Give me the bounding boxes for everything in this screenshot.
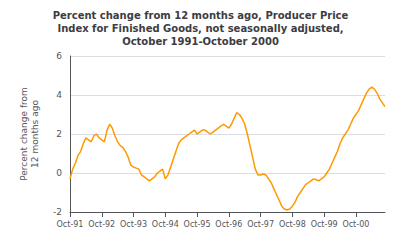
svg-text:4: 4 — [56, 90, 62, 100]
svg-text:12 months ago: 12 months ago — [30, 100, 40, 168]
svg-text:Oct-96: Oct-96 — [215, 220, 242, 229]
svg-text:Percent change from 12 months: Percent change from 12 months ago, Produ… — [53, 10, 349, 21]
svg-text:-2: -2 — [53, 207, 62, 217]
svg-text:Index for Finished Goods, not: Index for Finished Goods, not seasonally… — [57, 23, 343, 34]
svg-text:Oct-91: Oct-91 — [57, 220, 84, 229]
svg-text:2: 2 — [56, 129, 62, 139]
svg-text:Oct-97: Oct-97 — [247, 220, 274, 229]
svg-text:Oct-99: Oct-99 — [311, 220, 338, 229]
svg-text:Oct-98: Oct-98 — [279, 220, 306, 229]
svg-text:Oct-00: Oct-00 — [342, 220, 369, 229]
svg-text:Oct-95: Oct-95 — [184, 220, 211, 229]
svg-text:Oct-92: Oct-92 — [88, 220, 115, 229]
svg-text:Percent change from: Percent change from — [19, 87, 29, 181]
svg-text:6: 6 — [56, 51, 62, 61]
svg-text:October 1991-October 2000: October 1991-October 2000 — [122, 36, 279, 47]
svg-text:Oct-93: Oct-93 — [120, 220, 147, 229]
svg-text:0: 0 — [56, 168, 62, 178]
svg-text:Oct-94: Oct-94 — [152, 220, 179, 229]
